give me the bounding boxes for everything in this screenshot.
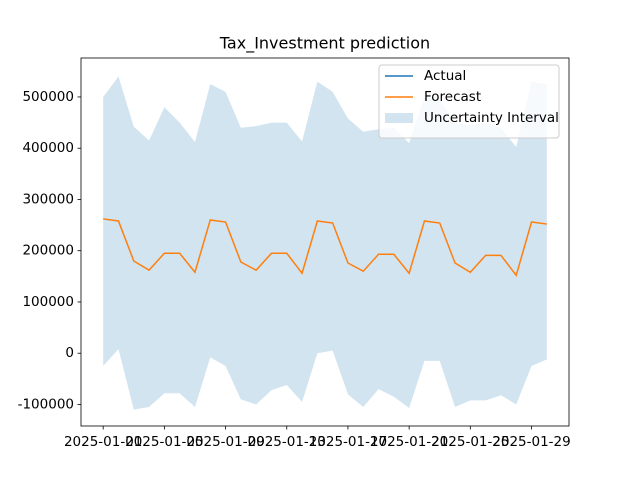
x-tick-label: 2025-01-01 [64, 434, 142, 450]
y-tick-label: -100000 [18, 396, 74, 412]
x-tick-label: 2025-01-09 [186, 434, 264, 450]
y-tick-label: 100000 [22, 294, 74, 310]
axes-frame [80, 57, 570, 427]
y-tick-label: 300000 [22, 191, 74, 207]
y-tick-label: 200000 [22, 243, 74, 259]
series-line [103, 218, 547, 277]
y-tick-label: 500000 [22, 89, 74, 105]
y-tick-label: 0 [65, 345, 74, 361]
legend-swatch [385, 113, 413, 123]
y-tick-label: 400000 [22, 140, 74, 156]
x-tick-label: 2025-01-25 [431, 434, 509, 450]
legend-label: Uncertainty Interval [424, 110, 559, 126]
x-tick-label: 2025-01-21 [370, 434, 448, 450]
x-tick-label: 2025-01-13 [248, 434, 326, 450]
legend-label: Actual [424, 68, 466, 84]
uncertainty-band [103, 76, 547, 410]
legend: Actual Forecast Uncertainty Interval [378, 64, 560, 139]
legend-label: Forecast [424, 89, 481, 105]
x-tick-label: 2025-01-05 [125, 434, 203, 450]
x-tick-label: 2025-01-29 [492, 434, 570, 450]
legend-box [378, 64, 560, 139]
chart-title: Tax_Investment prediction [219, 34, 430, 54]
x-tick-label: 2025-01-17 [309, 434, 387, 450]
